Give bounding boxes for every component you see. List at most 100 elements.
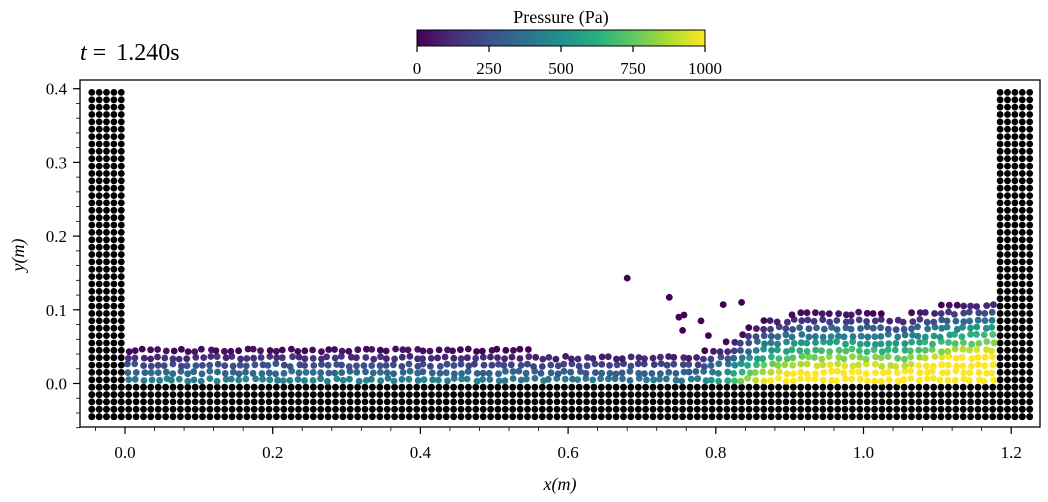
fluid-particle bbox=[626, 377, 634, 384]
boundary-particle bbox=[701, 405, 709, 413]
boundary-particle bbox=[88, 133, 96, 141]
boundary-particle bbox=[878, 391, 886, 398]
boundary-particle bbox=[1004, 391, 1011, 398]
boundary-particle bbox=[671, 391, 679, 398]
boundary-particle bbox=[612, 383, 620, 391]
boundary-particle bbox=[996, 184, 1004, 192]
boundary-particle bbox=[967, 413, 974, 421]
boundary-particle bbox=[132, 413, 140, 421]
fluid-particle bbox=[894, 333, 902, 341]
fluid-particle bbox=[404, 346, 412, 354]
boundary-particle bbox=[1004, 288, 1011, 295]
fluid-particle bbox=[761, 340, 768, 348]
boundary-particle bbox=[1011, 162, 1019, 170]
boundary-particle bbox=[346, 413, 354, 421]
fluid-particle bbox=[598, 369, 606, 377]
fluid-particle bbox=[753, 355, 761, 363]
fluid-particle bbox=[798, 331, 806, 338]
fluid-particle bbox=[810, 317, 818, 325]
boundary-particle bbox=[103, 398, 110, 406]
fluid-particle bbox=[768, 347, 775, 354]
boundary-particle bbox=[849, 383, 856, 391]
boundary-particle bbox=[95, 89, 103, 96]
boundary-particle bbox=[1018, 302, 1026, 310]
fluid-particle bbox=[960, 309, 968, 317]
boundary-particle bbox=[383, 398, 391, 406]
fluid-particle bbox=[975, 340, 983, 347]
x-tick-label: 1.2 bbox=[1001, 443, 1022, 462]
fluid-particle bbox=[338, 347, 346, 355]
fluid-particle bbox=[346, 375, 353, 383]
fluid-particle bbox=[738, 368, 746, 376]
boundary-particle bbox=[391, 391, 398, 398]
boundary-particle bbox=[88, 273, 96, 280]
fluid-particle bbox=[405, 375, 413, 383]
fluid-particle bbox=[960, 339, 967, 346]
boundary-particle bbox=[110, 236, 118, 244]
boundary-particle bbox=[95, 206, 103, 214]
boundary-particle bbox=[856, 391, 864, 398]
boundary-particle bbox=[413, 398, 421, 406]
fluid-particle bbox=[959, 323, 966, 331]
fluid-particle bbox=[310, 362, 318, 369]
boundary-particle bbox=[95, 133, 103, 141]
boundary-particle bbox=[1018, 273, 1026, 280]
boundary-particle bbox=[597, 398, 605, 406]
fluid-particle bbox=[560, 367, 568, 375]
boundary-particle bbox=[1026, 339, 1034, 347]
fluid-particle bbox=[382, 362, 390, 369]
boundary-particle bbox=[494, 413, 502, 421]
fluid-particle bbox=[869, 310, 877, 317]
boundary-particle bbox=[1018, 184, 1026, 192]
boundary-particle bbox=[930, 391, 938, 398]
boundary-particle bbox=[664, 405, 672, 413]
fluid-particle bbox=[988, 324, 996, 331]
boundary-particle bbox=[287, 391, 295, 398]
boundary-particle bbox=[103, 339, 110, 347]
boundary-particle bbox=[1018, 383, 1026, 391]
boundary-particle bbox=[789, 398, 797, 406]
boundary-particle bbox=[479, 413, 487, 421]
boundary-particle bbox=[1011, 346, 1019, 354]
boundary-particle bbox=[324, 398, 332, 406]
boundary-particle bbox=[369, 383, 376, 391]
boundary-particle bbox=[738, 413, 745, 421]
fluid-particle bbox=[672, 376, 680, 384]
boundary-particle bbox=[332, 405, 339, 413]
boundary-particle bbox=[88, 354, 96, 362]
fluid-particle bbox=[884, 325, 892, 333]
boundary-particle bbox=[863, 391, 871, 398]
boundary-particle bbox=[110, 302, 118, 310]
boundary-particle bbox=[996, 162, 1004, 170]
fluid-particle bbox=[915, 362, 922, 369]
boundary-particle bbox=[376, 398, 384, 406]
fluid-particle bbox=[390, 361, 397, 369]
boundary-particle bbox=[568, 391, 576, 398]
boundary-particle bbox=[1026, 140, 1034, 148]
boundary-particle bbox=[1018, 162, 1026, 170]
boundary-particle bbox=[420, 405, 428, 413]
boundary-particle bbox=[775, 383, 782, 391]
boundary-particle bbox=[110, 184, 118, 192]
fluid-particle bbox=[945, 339, 952, 346]
boundary-particle bbox=[117, 354, 125, 362]
boundary-particle bbox=[132, 398, 140, 406]
fluid-particle bbox=[383, 369, 391, 376]
boundary-particle bbox=[1026, 288, 1034, 295]
fluid-particle bbox=[302, 369, 310, 376]
fluid-particle bbox=[847, 325, 855, 333]
boundary-particle bbox=[1018, 103, 1026, 111]
fluid-particle bbox=[252, 375, 259, 383]
fluid-particle bbox=[537, 369, 545, 377]
fluid-particle bbox=[739, 331, 747, 339]
fluid-particle bbox=[317, 369, 325, 377]
boundary-particle bbox=[590, 398, 598, 406]
x-tick-label: 0.4 bbox=[410, 443, 432, 462]
fluid-particle bbox=[649, 354, 657, 362]
fluid-particle bbox=[863, 309, 871, 317]
fluid-particle bbox=[879, 369, 887, 377]
fluid-particle bbox=[907, 347, 914, 355]
fluid-particle bbox=[783, 338, 790, 346]
boundary-particle bbox=[110, 221, 118, 229]
boundary-particle bbox=[782, 398, 790, 406]
